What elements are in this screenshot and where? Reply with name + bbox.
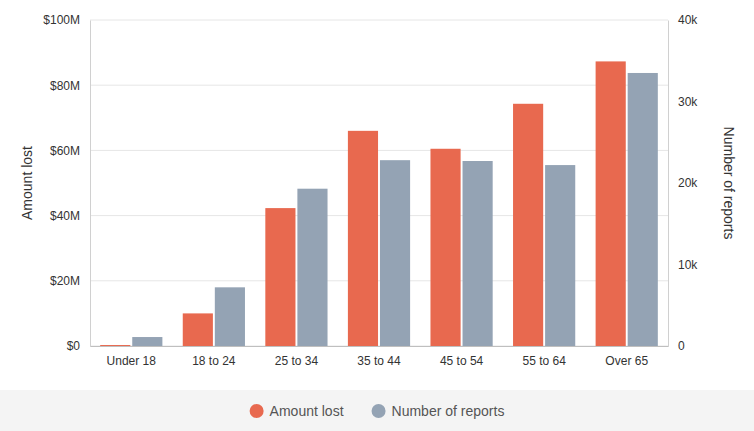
axis-line — [90, 21, 91, 347]
plot: $0 $20M $40M $60M $80M $100M 0 10k 20k 30k 40k Unde… — [43, 13, 698, 367]
y2-axis: 0 10k 20k 30k 40k — [668, 13, 698, 353]
tick-label: Over 65 — [605, 354, 648, 368]
tick: 0 — [668, 339, 685, 353]
grid-line — [90, 150, 668, 151]
series — [132, 73, 658, 346]
tick: 25 to 34 — [275, 346, 319, 368]
bar — [132, 337, 162, 346]
tick: 35 to 44 — [357, 346, 401, 368]
tick: $0 — [67, 339, 90, 353]
axis-line — [91, 346, 669, 347]
tick-label: $20M — [50, 274, 80, 288]
tick-label: 35 to 44 — [357, 354, 401, 368]
bar — [265, 208, 295, 346]
grid-line — [90, 215, 668, 216]
bar — [100, 345, 130, 346]
bar — [430, 149, 460, 346]
tick-label: Under 18 — [107, 354, 157, 368]
legend-label: Amount lost — [270, 403, 344, 419]
tick: $100M — [43, 13, 90, 27]
bar — [297, 189, 327, 346]
tick: 55 to 64 — [522, 346, 566, 368]
legend-item: Number of reports — [372, 403, 505, 419]
tick: $80M — [50, 79, 90, 93]
y-axis-title: Amount lost — [19, 146, 35, 220]
legend-swatch — [250, 404, 264, 418]
series — [100, 61, 626, 346]
bar — [596, 61, 626, 346]
tick-label: 30k — [678, 95, 698, 109]
tick-label: $80M — [50, 79, 80, 93]
tick-label: 18 to 24 — [192, 354, 236, 368]
tick-label: 10k — [678, 258, 698, 272]
tick-label: 20k — [678, 176, 698, 190]
y-axis: $0 $20M $40M $60M $80M $100M — [43, 13, 90, 353]
tick-label: 25 to 34 — [275, 354, 319, 368]
bar — [380, 160, 410, 346]
tick-label: 45 to 54 — [440, 354, 484, 368]
bar — [545, 165, 575, 346]
tick-label: 0 — [678, 339, 685, 353]
axis-line — [668, 21, 669, 347]
tick-label: $60M — [50, 144, 80, 158]
y2-axis-title: Number of reports — [721, 127, 737, 240]
chart: $0 $20M $40M $60M $80M $100M 0 10k 20k 30k 40k Unde… — [0, 0, 754, 431]
legend-swatch — [372, 404, 386, 418]
legend-band — [0, 390, 754, 431]
tick: 18 to 24 — [192, 346, 236, 368]
grid-line — [90, 20, 668, 21]
tick-label: $40M — [50, 209, 80, 223]
bar — [463, 161, 493, 346]
tick: 20k — [668, 176, 698, 190]
tick-label: $0 — [67, 339, 81, 353]
legend-label: Number of reports — [392, 403, 505, 419]
bar — [628, 73, 658, 346]
bar — [513, 104, 543, 346]
tick: 30k — [668, 95, 698, 109]
bar — [215, 287, 245, 346]
tick: $40M — [50, 209, 90, 223]
tick: 40k — [668, 13, 698, 27]
tick: Over 65 — [605, 346, 648, 368]
x-axis: Under 18 18 to 24 25 to 34 35 to 44 45 to 54… — [91, 346, 669, 368]
bar — [183, 313, 213, 346]
tick: $60M — [50, 144, 90, 158]
legend-item: Amount lost — [250, 403, 344, 419]
grid-line — [90, 85, 668, 86]
tick-label: $100M — [43, 13, 80, 27]
legend: Amount lost Number of reports — [250, 403, 505, 419]
tick-label: 55 to 64 — [522, 354, 566, 368]
grid — [90, 20, 668, 346]
tick: $20M — [50, 274, 90, 288]
bar — [348, 131, 378, 346]
tick: 45 to 54 — [440, 346, 484, 368]
tick: 10k — [668, 258, 698, 272]
grid-line — [90, 280, 668, 281]
bars — [100, 61, 658, 346]
grid-line — [90, 346, 668, 347]
tick: Under 18 — [107, 346, 157, 368]
tick-label: 40k — [678, 13, 698, 27]
